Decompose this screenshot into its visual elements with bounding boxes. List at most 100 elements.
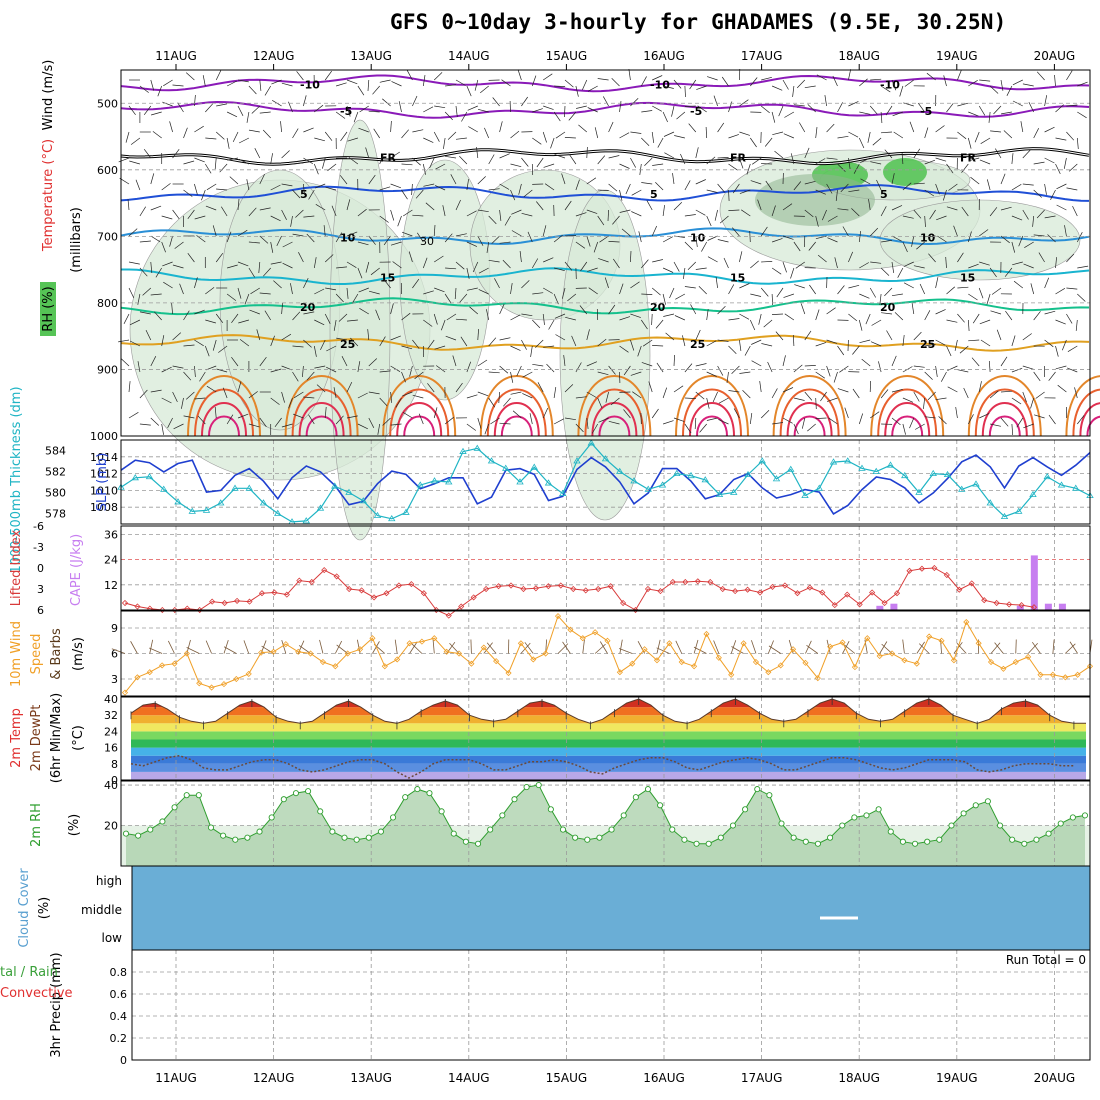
- wind-barb: [248, 391, 258, 399]
- wind-barb: [484, 127, 490, 139]
- wind-barb: [792, 85, 795, 97]
- warm-dome: [682, 388, 742, 437]
- wind10-point: [790, 646, 797, 653]
- wind-barb: [172, 84, 184, 87]
- rh2m-point: [827, 834, 834, 841]
- warm-dome: [598, 415, 631, 437]
- wind-barb: [739, 251, 743, 263]
- wind-barb: [867, 131, 871, 143]
- wind-barb: [732, 227, 740, 237]
- wind-barb: [935, 183, 940, 195]
- wind-barb: [837, 135, 849, 139]
- temp-band: [131, 731, 1086, 740]
- wind-barb: [664, 152, 675, 159]
- isotherm-label: 10: [920, 231, 936, 244]
- wind-barb: [442, 205, 446, 217]
- wind-barb: [177, 102, 184, 113]
- wind-barb: [472, 261, 479, 273]
- wind-barb: [474, 79, 479, 91]
- thickness-point: [502, 464, 510, 471]
- wind-barb: [161, 397, 172, 404]
- wind-barb: [1044, 157, 1055, 164]
- wind-barb: [581, 79, 588, 91]
- wind-barb: [226, 231, 232, 243]
- wind-barb: [248, 207, 257, 217]
- wind-barb: [139, 206, 146, 217]
- wind-barb: [790, 153, 795, 165]
- wind-barb: [368, 391, 380, 395]
- wind-barb: [440, 319, 446, 331]
- wind-barb: [369, 290, 380, 295]
- wind-barb: [510, 283, 513, 295]
- wind-barb: [390, 120, 392, 133]
- wind-barb: [693, 639, 699, 654]
- wind-barb: [281, 183, 293, 187]
- thickness-point: [473, 444, 481, 451]
- isotherm-label: 5: [650, 188, 658, 201]
- wind-barb: [434, 287, 445, 293]
- date-label-top: 13AUG: [350, 49, 392, 63]
- panel-frame: [120, 439, 1091, 525]
- thickness-point: [259, 499, 268, 506]
- wind-barb: [979, 261, 990, 266]
- wind-barb: [406, 70, 413, 81]
- wind-barb: [902, 423, 906, 435]
- wind-barb: [445, 267, 457, 270]
- wind-barb: [423, 106, 434, 113]
- warm-dome: [696, 415, 728, 437]
- wind-barb: [865, 313, 871, 325]
- wind-barb: [434, 255, 444, 263]
- warm-dome: [877, 388, 938, 437]
- wind-barb: [1075, 319, 1078, 331]
- wind10-point: [406, 640, 413, 647]
- wind-barb: [150, 205, 162, 211]
- wind-barb: [1000, 235, 1010, 244]
- thickness-point: [1057, 481, 1066, 488]
- wind-barb: [550, 137, 555, 149]
- wind-barb: [206, 183, 217, 191]
- rh2m-point: [122, 830, 130, 837]
- wind-barb: [726, 371, 729, 383]
- wind-barb: [281, 302, 283, 315]
- wind-barb: [940, 639, 942, 654]
- label-wind10-unit: (m/s): [71, 637, 86, 671]
- wind-barb: [954, 339, 958, 351]
- wind-barb: [390, 335, 401, 341]
- wind-barb: [848, 157, 851, 169]
- wind-barb: [1000, 173, 1006, 185]
- wind-barb: [484, 423, 490, 435]
- wind-barb: [341, 356, 348, 367]
- wind-barb: [111, 648, 126, 654]
- wind-barb: [346, 287, 349, 299]
- wind-barb: [970, 176, 980, 185]
- wind-barb: [292, 128, 299, 139]
- wind-barb: [1055, 163, 1061, 175]
- wind-barb: [483, 642, 493, 654]
- label-cape: CAPE (J/kg): [69, 534, 84, 606]
- wind-barb: [771, 267, 782, 275]
- wind-barb: [1076, 232, 1083, 243]
- wind-barb: [562, 641, 571, 654]
- wind-barb: [782, 417, 793, 424]
- wind-barb: [665, 332, 675, 341]
- wind10-point: [121, 689, 129, 696]
- wind-barb: [751, 339, 762, 345]
- wind-barb: [848, 101, 859, 107]
- wind-barb: [466, 267, 470, 279]
- wind10-point: [493, 658, 500, 665]
- wind-barb: [544, 183, 555, 191]
- wind-barb: [346, 79, 358, 85]
- wind-barb: [599, 235, 609, 243]
- lifted-index-point: [196, 606, 203, 614]
- wind-barb: [523, 189, 533, 198]
- date-label-bottom: 18AUG: [838, 1071, 880, 1085]
- wind-barb: [145, 329, 152, 341]
- wind10-point: [641, 646, 648, 653]
- wind-barb: [974, 131, 980, 143]
- wind10-point: [159, 662, 166, 669]
- wind-barb: [129, 319, 141, 326]
- y-tick-label: 800: [97, 297, 118, 310]
- wind-barb: [869, 287, 877, 298]
- wind-barb: [554, 313, 566, 319]
- lifted-index-point: [893, 590, 901, 597]
